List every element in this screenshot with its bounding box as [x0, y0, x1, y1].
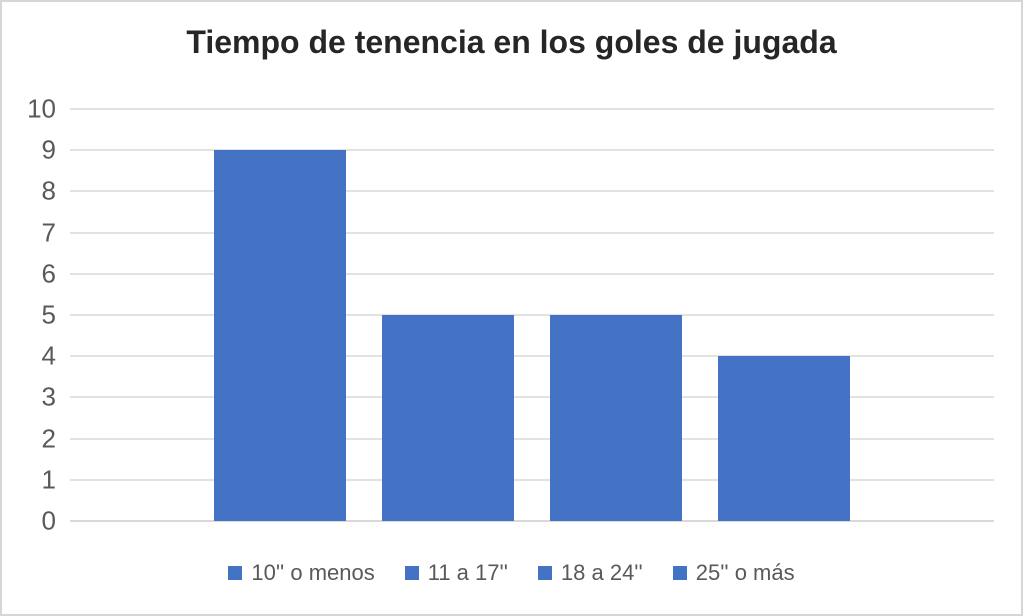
legend-item: 25'' o más: [672, 560, 795, 586]
legend-item: 11 a 17'': [404, 560, 508, 586]
legend-swatch-icon: [404, 566, 419, 580]
gridline: [70, 478, 994, 481]
y-axis-label: 9: [41, 134, 56, 165]
y-axis: 0 1 2 3 4 5 6 7 8 9 10: [2, 94, 56, 536]
bar: [214, 150, 346, 521]
y-axis-label: 5: [41, 299, 56, 330]
gridline: [70, 190, 994, 193]
gridline: [70, 396, 994, 399]
legend-swatch-icon: [228, 566, 243, 580]
plot-area: [70, 108, 994, 522]
y-axis-label: 1: [41, 464, 56, 495]
chart-title: Tiempo de tenencia en los goles de jugad…: [186, 24, 837, 60]
gridline: [70, 437, 994, 440]
y-axis-label: 10: [27, 93, 56, 124]
y-axis-label: 7: [41, 217, 56, 248]
legend-label: 18 a 24'': [560, 560, 643, 585]
legend-swatch-icon: [537, 566, 552, 580]
y-axis-label: 0: [41, 505, 56, 536]
y-axis-label: 2: [41, 423, 56, 454]
gridline: [70, 108, 994, 110]
legend-swatch-icon: [672, 566, 687, 580]
legend-label: 25'' o más: [695, 560, 795, 585]
bar: [550, 315, 682, 521]
y-axis-label: 8: [41, 175, 56, 206]
bar: [718, 356, 850, 521]
legend: 10'' o menos 11 a 17'' 18 a 24'' 25'' o más: [2, 558, 1021, 588]
legend-item: 10'' o menos: [228, 560, 375, 586]
gridline: [70, 272, 994, 275]
gridline: [70, 149, 994, 152]
legend-label: 10'' o menos: [251, 560, 375, 585]
bar: [382, 315, 514, 521]
gridline: [70, 314, 994, 316]
y-axis-label: 3: [41, 381, 56, 412]
y-axis-label: 6: [41, 258, 56, 289]
gridline: [70, 231, 994, 234]
y-axis-label: 4: [41, 340, 56, 371]
gridline: [70, 355, 994, 358]
legend-item: 18 a 24'': [537, 560, 643, 586]
legend-label: 11 a 17'': [427, 560, 508, 585]
x-axis-line: [70, 520, 994, 522]
